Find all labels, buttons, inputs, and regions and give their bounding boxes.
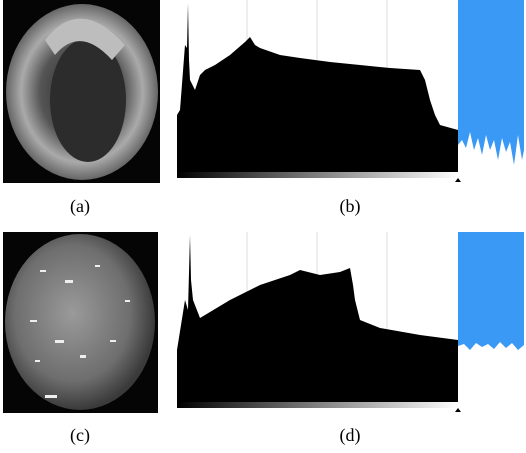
panel-label: (d) <box>340 425 361 446</box>
endoscopy-image-a <box>3 0 160 183</box>
panel-label: (b) <box>340 196 361 217</box>
panel-label: (c) <box>70 425 90 446</box>
histogram-d <box>177 232 524 412</box>
panel-label: (a) <box>70 196 90 217</box>
histogram-b <box>177 0 524 182</box>
endoscopy-image-c <box>3 232 158 413</box>
